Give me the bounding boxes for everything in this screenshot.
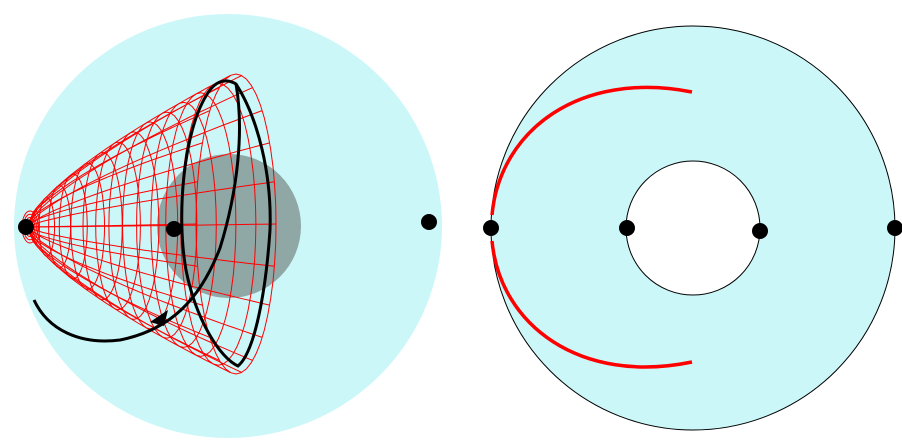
wire-meridian	[25, 226, 270, 306]
wire-meridian	[25, 181, 198, 228]
wire-parallel	[58, 173, 88, 280]
wire-meridian	[25, 226, 220, 361]
outer-ellipse-curve	[180, 79, 272, 368]
wire-parallel	[82, 151, 123, 301]
wire-meridian	[25, 226, 253, 361]
right-point-outer-right	[887, 220, 902, 236]
left-point-origin	[18, 219, 34, 235]
wire-meridian	[25, 110, 263, 228]
left-panel	[14, 14, 442, 438]
wire-meridian	[25, 142, 270, 228]
wire-meridian	[25, 181, 275, 228]
inner-loop-curve	[32, 83, 241, 343]
wire-meridian	[25, 87, 253, 228]
right-point-inner-left	[619, 220, 635, 236]
wire-parallel	[48, 184, 71, 269]
wire-meridian	[25, 226, 263, 338]
wire-parallel	[95, 141, 141, 311]
wire-meridian	[25, 142, 203, 228]
gray-shadow-disk	[157, 154, 301, 298]
right-panel	[483, 25, 902, 431]
wire-parallel	[150, 101, 217, 348]
wire-meridian	[25, 226, 275, 267]
left-point-edge	[421, 214, 437, 230]
wire-parallel	[70, 162, 106, 291]
right-point-inner-right	[752, 223, 768, 239]
black-curve-loops	[32, 79, 272, 368]
right-point-outer-left	[483, 220, 499, 236]
wire-meridian	[25, 75, 242, 228]
red-arc-lower	[490, 240, 693, 369]
wire-meridian	[25, 226, 203, 306]
arrow-marker	[150, 310, 168, 326]
wire-parallel	[136, 111, 198, 339]
wire-meridian	[25, 226, 198, 267]
annulus-hole	[625, 160, 761, 296]
wire-parallel	[165, 92, 237, 357]
left-point-center	[166, 221, 182, 237]
red-arc-upper	[490, 85, 693, 216]
wire-parallel	[195, 73, 277, 375]
